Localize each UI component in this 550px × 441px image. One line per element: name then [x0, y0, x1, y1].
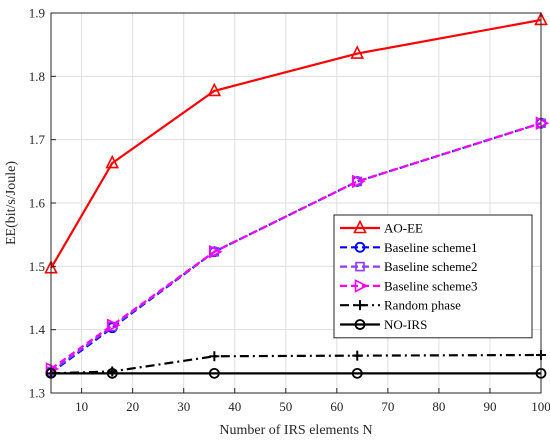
legend: AO-EE Baseline scheme1 Baseline scheme2 Bas… — [333, 214, 533, 339]
x-tick-label-2: 30 — [177, 399, 190, 414]
y-tick-label-6: 1.9 — [29, 6, 45, 21]
x-tick-label-5: 60 — [330, 399, 343, 414]
legend-box — [333, 214, 533, 339]
legend-label-3: Baseline scheme3 — [384, 278, 478, 293]
series-3-point-1 — [106, 318, 121, 333]
x-tick-label-3: 40 — [228, 399, 241, 414]
y-tick-label-1: 1.4 — [29, 322, 46, 337]
series-0-point-1 — [105, 154, 120, 169]
legend-label-1: Baseline scheme1 — [384, 240, 478, 255]
series-4-point-3 — [352, 350, 363, 361]
series-4-line — [50, 353, 542, 375]
legend-marker-3 — [354, 279, 369, 293]
y-tick-label-2: 1.5 — [29, 259, 45, 274]
y-tick-label-0: 1.3 — [29, 386, 45, 401]
y-tick-label-5: 1.8 — [29, 69, 45, 84]
legend-label-5: NO-IRS — [384, 317, 427, 332]
legend-item-3: Baseline scheme3 — [340, 278, 478, 293]
series-3-line — [50, 122, 542, 370]
y-tick-label-4: 1.7 — [29, 132, 46, 147]
legend-item-2: Baseline scheme2 — [340, 259, 478, 274]
legend-marker-2 — [355, 261, 365, 272]
legend-item-0: AO-EE — [340, 219, 423, 236]
x-tick-label-0: 10 — [75, 399, 88, 414]
x-tick-label-8: 90 — [483, 399, 496, 414]
y-tick-label-3: 1.6 — [29, 196, 46, 211]
ticks: 10 20 30 40 50 60 70 80 90 100 1.3 1.4 1.5 1.6 1.7 1.8 1… — [29, 6, 550, 415]
x-tick-label-1: 20 — [126, 399, 139, 414]
legend-marker-0 — [353, 219, 367, 234]
legend-marker-1 — [354, 241, 366, 253]
series-5-point-2 — [208, 367, 220, 379]
series-0-point-2 — [207, 82, 222, 97]
legend-label-2: Baseline scheme2 — [384, 259, 478, 274]
legend-item-1: Baseline scheme1 — [340, 240, 478, 255]
x-tick-label-7: 80 — [432, 399, 445, 414]
series-5-point-3 — [351, 367, 363, 379]
x-tick-label-4: 50 — [279, 399, 292, 414]
legend-label-0: AO-EE — [384, 221, 423, 236]
legend-item-4: Random phase — [340, 298, 461, 313]
series-0-line — [50, 18, 542, 269]
series-3-point-4 — [535, 116, 550, 130]
legend-marker-5 — [354, 319, 366, 330]
y-axis-label: EE(bit/s/Joule) — [4, 161, 19, 245]
series-5-point-1 — [106, 367, 118, 379]
legend-item-5: NO-IRS — [340, 317, 427, 332]
x-axis-label: Number of IRS elements N — [219, 423, 372, 438]
series-layer — [44, 11, 550, 379]
x-tick-label-9: 100 — [531, 399, 550, 414]
series-3-point-3 — [351, 174, 366, 189]
legend-label-4: Random phase — [384, 298, 461, 313]
series-4-point-2 — [209, 351, 220, 362]
series-3-point-2 — [209, 244, 223, 259]
series-0-point-3 — [350, 45, 365, 59]
series-0 — [44, 11, 548, 274]
legend-marker-4 — [355, 300, 365, 311]
x-tick-label-6: 70 — [381, 399, 394, 414]
